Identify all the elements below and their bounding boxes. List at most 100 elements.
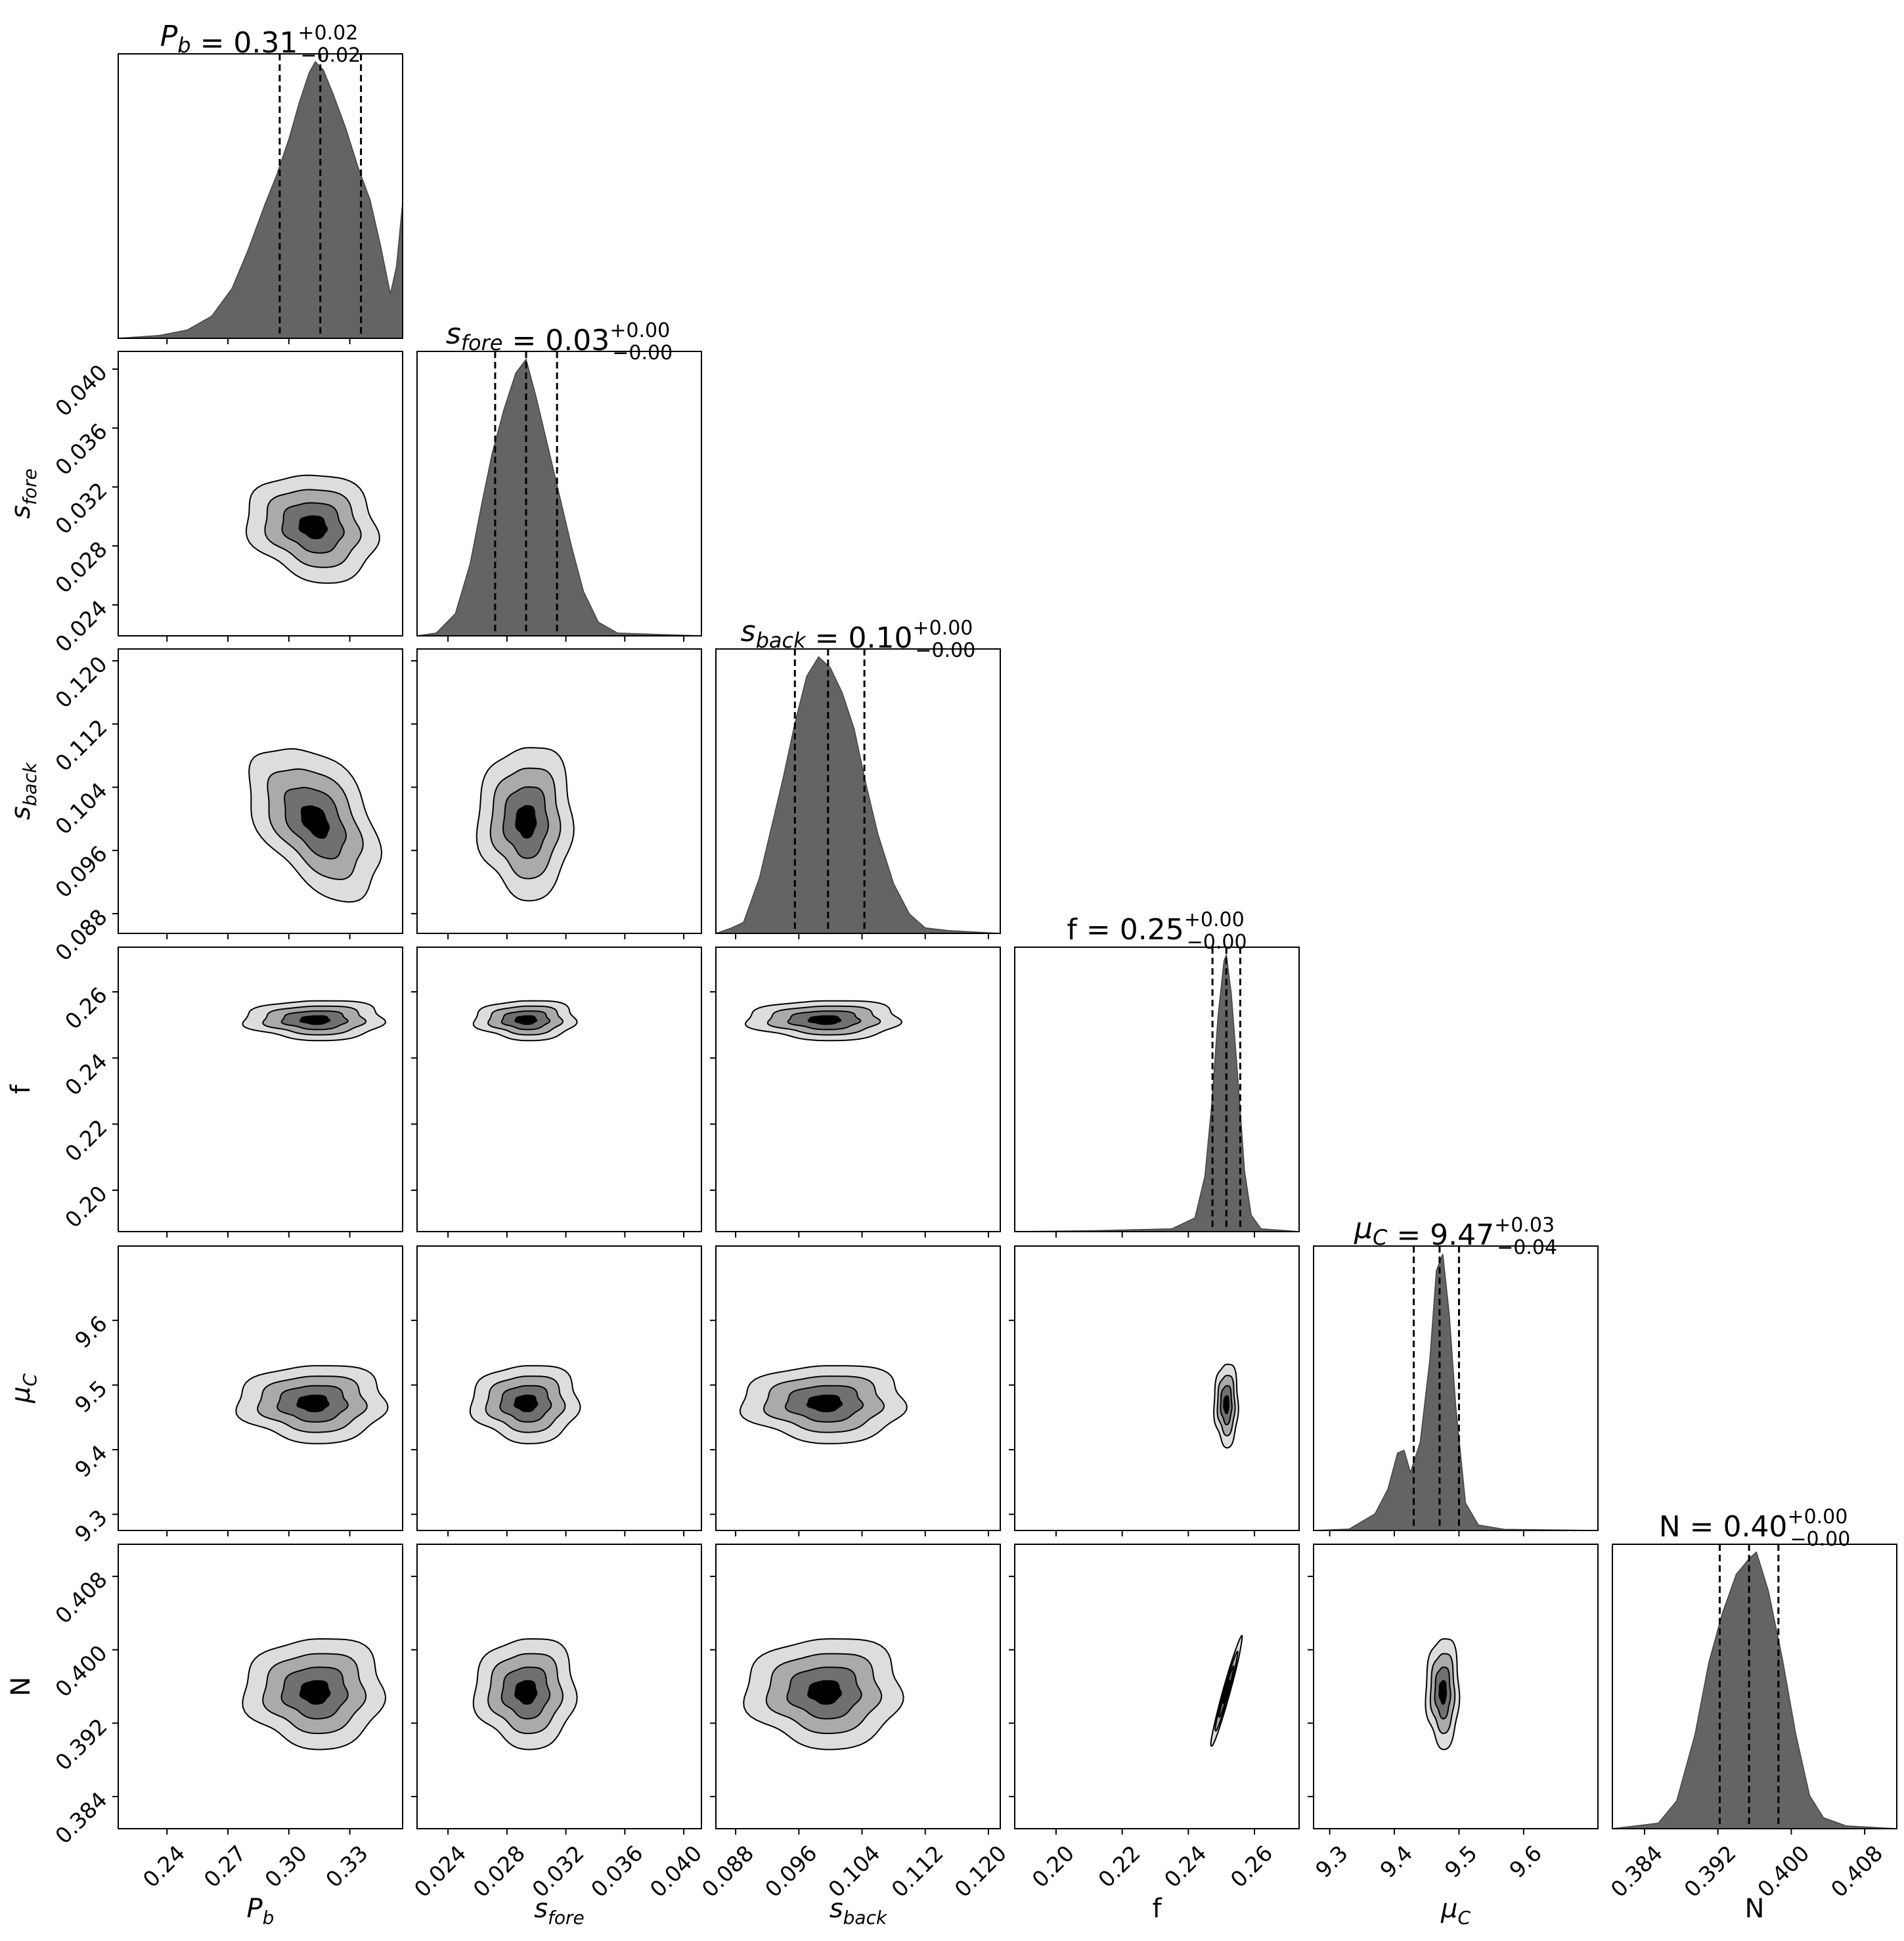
xticks-3-1 xyxy=(447,1232,685,1238)
ytick-label-3-2: 0.24 xyxy=(60,1048,112,1101)
contour-panel-2-1 xyxy=(416,648,702,934)
yticks-5-0 xyxy=(112,1575,118,1798)
xaxis-label-3: f xyxy=(1152,1894,1162,1924)
xticks-5-3 xyxy=(1055,1829,1256,1835)
contour-panel-3-0 xyxy=(118,947,403,1232)
yticks-3-0 xyxy=(112,991,118,1192)
contour-level-5-0-3 xyxy=(299,1680,331,1705)
panel-frame-3-3 xyxy=(1014,947,1300,1232)
panel-frame-5-2 xyxy=(715,1544,1001,1829)
contour-panel-4-1 xyxy=(416,1245,702,1531)
contour-panel-3-1 xyxy=(416,947,702,1232)
xticks-2-0 xyxy=(166,933,351,939)
xtick-label-0-2: 0.30 xyxy=(259,1841,312,1893)
xtick-labels-5: 0.384 0.392 0.400 0.408 xyxy=(1606,1841,1888,1902)
yticks-4-3 xyxy=(1009,1320,1015,1515)
contour-level-5-1-3 xyxy=(514,1680,538,1705)
yticks-5-4 xyxy=(1308,1575,1314,1798)
contour-level-2-0-3 xyxy=(300,805,330,839)
xtick-label-2-2: 0.104 xyxy=(823,1841,885,1902)
xtick-label-5-2: 0.400 xyxy=(1752,1841,1814,1902)
title-1: sfore = 0.03+0.00 −0.00 xyxy=(446,317,673,365)
panel-frame-5-4 xyxy=(1313,1544,1599,1829)
xtick-labels-3: 0.20 0.22 0.24 0.26 xyxy=(1027,1841,1278,1893)
xtick-label-4-1: 9.4 xyxy=(1375,1841,1418,1883)
contour-level-3-1-3 xyxy=(514,1015,538,1025)
yticks-1-0 xyxy=(112,368,118,606)
contour-level-4-3-3 xyxy=(1223,1395,1230,1414)
xticks-5-1 xyxy=(447,1829,685,1835)
panel-frame-2-1 xyxy=(416,648,702,934)
panel-frame-5-5 xyxy=(1612,1544,1897,1829)
xaxis-label-5: N xyxy=(1745,1894,1765,1924)
panel-frame-0-0 xyxy=(118,53,403,339)
xtick-label-2-1: 0.096 xyxy=(760,1841,822,1902)
title-5: N = 0.40+0.00 −0.00 xyxy=(1659,1506,1851,1551)
title-2: sback = 0.10+0.00 −0.00 xyxy=(741,615,976,662)
ytick-label-4-2: 9.5 xyxy=(70,1375,112,1418)
contour-panel-2-0 xyxy=(118,648,403,934)
panel-frame-3-1 xyxy=(416,947,702,1232)
xticks-4-3 xyxy=(1055,1530,1256,1536)
hist-area-5 xyxy=(1612,1551,1897,1829)
xaxis-label-1: sfore xyxy=(534,1894,585,1929)
xtick-label-4-3: 9.6 xyxy=(1504,1841,1547,1883)
ytick-label-4-3: 9.6 xyxy=(70,1310,112,1353)
ytick-label-2-4: 0.120 xyxy=(50,651,112,713)
xtick-label-5-1: 0.392 xyxy=(1679,1841,1740,1902)
yticks-4-2 xyxy=(710,1320,716,1515)
xtick-labels-0: 0.24 0.27 0.30 0.33 xyxy=(138,1841,373,1893)
yaxis-label-3: f xyxy=(6,1084,36,1094)
xtick-label-3-1: 0.22 xyxy=(1093,1841,1145,1893)
xtick-label-2-0: 0.088 xyxy=(697,1841,759,1902)
yticks-2-1 xyxy=(411,660,417,914)
xtick-label-1-0: 0.024 xyxy=(409,1841,471,1902)
ytick-label-4-1: 9.4 xyxy=(70,1440,112,1483)
yaxis-label-5: N xyxy=(6,1677,36,1697)
contour-level-4-0-3 xyxy=(296,1394,330,1412)
xaxis-label-0: Pb xyxy=(247,1894,275,1929)
contour-level-3-0-3 xyxy=(299,1015,331,1025)
xtick-labels-4: 9.3 9.4 9.5 9.6 xyxy=(1310,1841,1547,1883)
xticks-4-2 xyxy=(735,1530,989,1536)
xticks-5-2 xyxy=(735,1829,989,1835)
xtick-label-0-1: 0.27 xyxy=(199,1841,252,1893)
xticks-3-2 xyxy=(735,1232,989,1238)
xtick-label-1-2: 0.032 xyxy=(527,1841,588,1902)
contour-panel-5-1 xyxy=(416,1544,702,1829)
xaxis-label-4: μC xyxy=(1440,1894,1471,1929)
ytick-label-2-2: 0.104 xyxy=(50,778,112,839)
xticks-3-0 xyxy=(166,1232,351,1238)
ytick-label-1-1: 0.028 xyxy=(50,536,112,598)
ytick-label-5-0: 0.384 xyxy=(50,1787,112,1848)
xticks-4-0 xyxy=(166,1530,351,1536)
panel-frame-1-1 xyxy=(416,351,702,636)
yticks-3-2 xyxy=(710,991,716,1192)
title-0: Pb = 0.31+0.02 −0.02 xyxy=(160,20,361,67)
yticks-4-1 xyxy=(411,1320,417,1515)
ytick-label-1-2: 0.032 xyxy=(50,478,112,539)
panel-frame-1-0 xyxy=(118,351,403,636)
hist-panel-3: f = 0.25+0.00 −0.00 xyxy=(1014,908,1300,1232)
contour-level-5-2-3 xyxy=(807,1680,843,1705)
xtick-label-3-3: 0.26 xyxy=(1226,1841,1278,1893)
panel-frame-4-0 xyxy=(118,1245,403,1531)
contour-panel-4-2 xyxy=(715,1245,1001,1531)
xtick-label-3-2: 0.24 xyxy=(1159,1841,1212,1893)
ytick-label-3-1: 0.22 xyxy=(60,1115,112,1167)
panel-frame-4-2 xyxy=(715,1245,1001,1531)
panel-frame-2-2 xyxy=(715,648,1001,934)
yaxis-label-1: sfore xyxy=(6,468,41,519)
panel-frame-2-0 xyxy=(118,648,403,934)
hist-area-3 xyxy=(1015,953,1299,1232)
ytick-label-1-0: 0.024 xyxy=(50,595,112,657)
yticks-5-2 xyxy=(710,1575,716,1798)
contour-level-4-1-3 xyxy=(514,1394,539,1412)
contour-level-3-2-3 xyxy=(807,1015,842,1025)
yticks-4-0 xyxy=(112,1320,118,1515)
contour-level-1-0-3 xyxy=(298,515,328,539)
yticks-5-1 xyxy=(411,1575,417,1798)
ytick-label-5-2: 0.400 xyxy=(50,1640,112,1702)
